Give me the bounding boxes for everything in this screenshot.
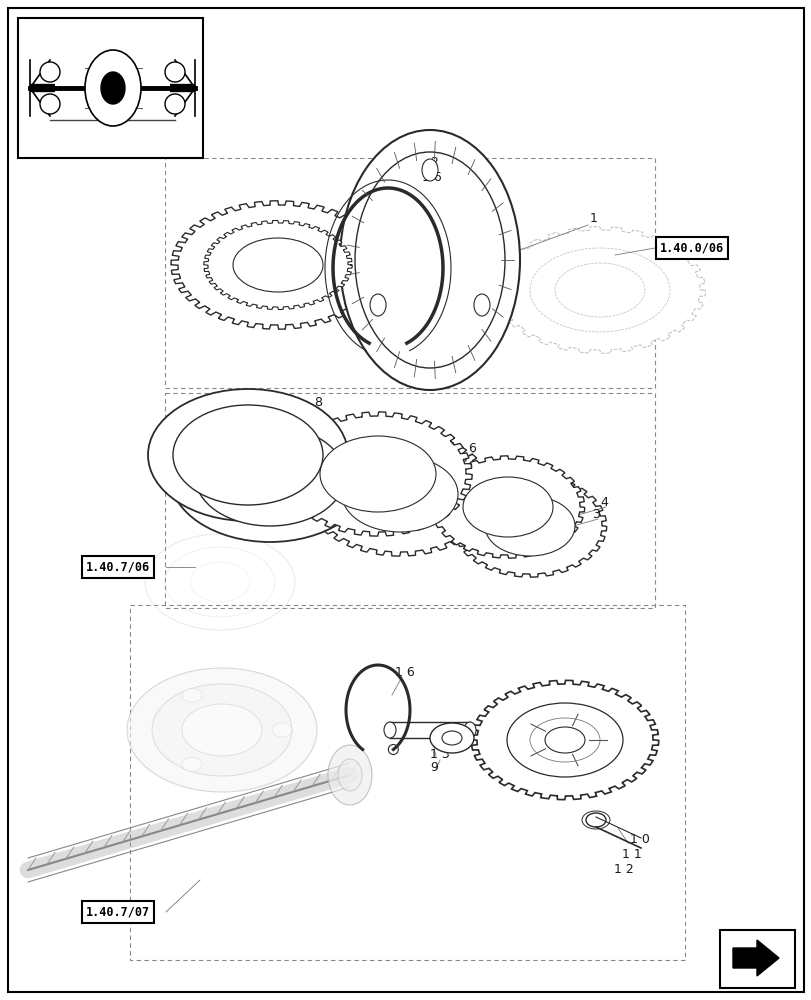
Text: 1.40.7/06: 1.40.7/06 (86, 560, 150, 574)
Text: 3: 3 (591, 508, 599, 520)
Ellipse shape (462, 477, 552, 537)
Polygon shape (453, 475, 606, 577)
Ellipse shape (370, 294, 385, 316)
Text: 1.40.0/06: 1.40.0/06 (659, 241, 723, 254)
Ellipse shape (85, 50, 141, 126)
Ellipse shape (233, 238, 323, 292)
Bar (130, 605, 684, 960)
Ellipse shape (165, 94, 185, 114)
Text: 1: 1 (590, 212, 597, 225)
Ellipse shape (195, 426, 345, 526)
Text: 9: 9 (430, 761, 437, 774)
Ellipse shape (165, 62, 185, 82)
Bar (18, 18, 203, 158)
Bar (165, 393, 654, 608)
Text: 1 0: 1 0 (629, 833, 649, 846)
Ellipse shape (148, 389, 348, 521)
Ellipse shape (169, 410, 370, 542)
Ellipse shape (474, 294, 489, 316)
Bar (719, 930, 794, 988)
Text: 1.40.7/07: 1.40.7/07 (86, 905, 150, 918)
Ellipse shape (40, 94, 60, 114)
Text: 1 3: 1 3 (430, 748, 449, 762)
Ellipse shape (384, 722, 396, 738)
Text: 1 1: 1 1 (621, 848, 641, 861)
Ellipse shape (182, 688, 202, 702)
Text: 1 6: 1 6 (422, 171, 441, 184)
Text: 1 4: 1 4 (509, 694, 529, 706)
Polygon shape (306, 432, 494, 556)
Ellipse shape (586, 813, 605, 827)
Ellipse shape (340, 130, 519, 390)
Text: 8: 8 (314, 396, 322, 410)
Ellipse shape (441, 731, 461, 745)
Text: 1 5: 1 5 (502, 706, 522, 718)
Ellipse shape (127, 668, 316, 792)
Polygon shape (431, 456, 584, 558)
Ellipse shape (341, 456, 457, 532)
Ellipse shape (40, 62, 60, 82)
Polygon shape (171, 201, 384, 329)
Ellipse shape (101, 72, 125, 104)
Polygon shape (470, 680, 658, 800)
Polygon shape (494, 227, 705, 353)
Ellipse shape (422, 159, 437, 181)
Polygon shape (204, 220, 352, 310)
Text: 4: 4 (599, 495, 607, 508)
Text: 2: 2 (430, 156, 437, 169)
Ellipse shape (506, 703, 622, 777)
Ellipse shape (484, 496, 574, 556)
Ellipse shape (544, 727, 584, 753)
Text: 1 2: 1 2 (613, 863, 633, 876)
Ellipse shape (320, 436, 436, 512)
Text: 5: 5 (460, 452, 467, 464)
Text: 1 6: 1 6 (394, 666, 414, 678)
Ellipse shape (152, 684, 292, 776)
Text: 6: 6 (467, 442, 475, 454)
Ellipse shape (272, 723, 292, 737)
Ellipse shape (182, 758, 202, 772)
Bar (165, 158, 654, 388)
Polygon shape (732, 940, 778, 976)
Ellipse shape (430, 723, 474, 753)
Polygon shape (284, 412, 471, 536)
Ellipse shape (173, 405, 323, 505)
Ellipse shape (328, 745, 371, 805)
Ellipse shape (182, 704, 262, 756)
Ellipse shape (463, 722, 475, 738)
Ellipse shape (337, 759, 362, 791)
Text: 7: 7 (305, 406, 312, 420)
